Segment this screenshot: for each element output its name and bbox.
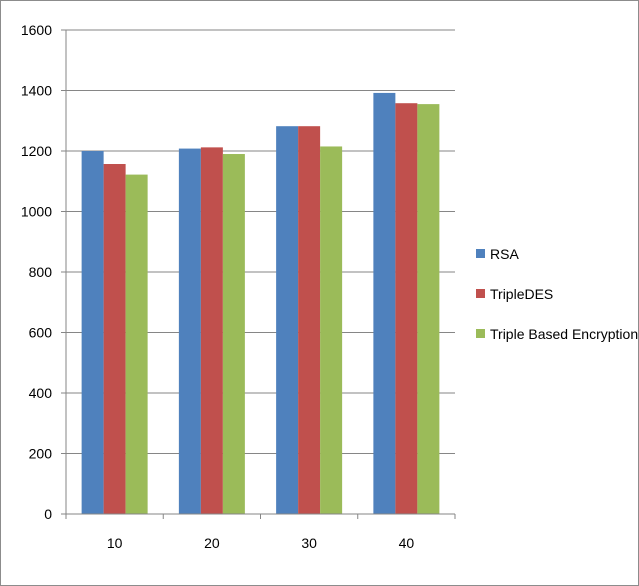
- bar-rsa-10: [81, 151, 104, 514]
- y-tick-label-1600: 1600: [21, 22, 52, 38]
- x-axis-tick-labels: 10 20 30 40: [107, 535, 415, 551]
- bar-tripledes-10: [103, 164, 126, 514]
- y-tick-label-400: 400: [29, 385, 53, 401]
- x-tick-label-20: 20: [204, 535, 220, 551]
- bar-tripledes-30: [298, 126, 321, 514]
- x-tick-label-10: 10: [107, 535, 123, 551]
- x-tick-label-30: 30: [301, 535, 317, 551]
- y-tick-label-0: 0: [44, 506, 52, 522]
- y-tick-label-1000: 1000: [21, 204, 52, 220]
- axes: [61, 29, 456, 519]
- x-tick-label-40: 40: [399, 535, 415, 551]
- bar-triple-based-encryption-30: [320, 146, 343, 514]
- y-tick-label-600: 600: [29, 325, 53, 341]
- legend-swatch-tripledes: [476, 289, 485, 298]
- bar-rsa-30: [276, 126, 299, 514]
- y-tick-label-1200: 1200: [21, 143, 52, 159]
- bar-rsa-20: [178, 148, 201, 514]
- bars: [81, 92, 440, 515]
- y-tick-label-800: 800: [29, 264, 53, 280]
- legend-label-triple-based-encryption: Triple Based Encryption: [490, 326, 638, 342]
- bar-rsa-40: [373, 92, 396, 515]
- bar-triple-based-encryption-40: [417, 104, 440, 515]
- bar-tripledes-20: [200, 147, 223, 514]
- bar-triple-based-encryption-20: [222, 154, 245, 514]
- bar-tripledes-40: [395, 103, 418, 514]
- legend-label-rsa: RSA: [490, 246, 519, 262]
- y-axis-tick-labels: 0 200 400 600 800 1000 1200 1400 1600: [21, 22, 52, 522]
- y-tick-label-1400: 1400: [21, 83, 52, 99]
- legend: RSA TripleDES Triple Based Encryption: [476, 246, 638, 342]
- legend-swatch-triple-based-encryption: [476, 329, 485, 338]
- bar-triple-based-encryption-10: [125, 174, 148, 514]
- y-tick-label-200: 200: [29, 446, 53, 462]
- legend-label-tripledes: TripleDES: [490, 286, 553, 302]
- legend-swatch-rsa: [476, 249, 485, 258]
